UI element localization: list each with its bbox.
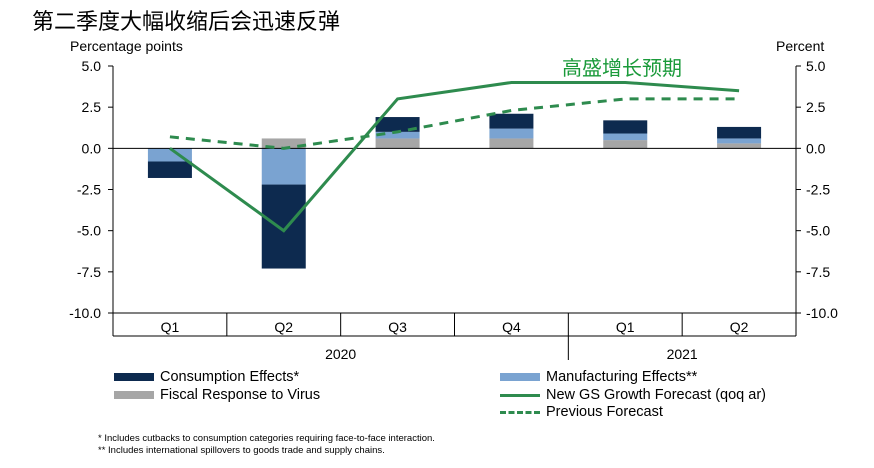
legend-fiscal: Fiscal Response to Virus — [114, 387, 320, 403]
category-label: Q3 — [388, 319, 407, 335]
category-label: Q1 — [616, 319, 635, 335]
left-tick-label: 2.5 — [82, 99, 102, 115]
legend-manufacturing-label: Manufacturing Effects** — [546, 369, 698, 385]
bar-segment — [489, 113, 534, 129]
bar-segment — [489, 138, 534, 149]
legend-manufacturing-swatch — [500, 373, 540, 381]
legend-consumption: Consumption Effects* — [114, 369, 299, 385]
bar-segment — [717, 138, 762, 144]
left-tick-label: -7.5 — [77, 264, 101, 280]
bar-segment — [603, 140, 648, 149]
legend-fiscal-swatch — [114, 391, 154, 399]
left-tick-label: -5.0 — [77, 223, 101, 239]
bar-segment — [489, 128, 534, 139]
right-tick-label: 0.0 — [806, 140, 826, 156]
bar-segment — [375, 117, 420, 132]
left-tick-label: -2.5 — [77, 182, 101, 198]
bar-segment — [375, 138, 420, 149]
footnote-consumption: * Includes cutbacks to consumption categ… — [98, 433, 435, 444]
year-label: 2021 — [667, 346, 698, 362]
left-axis-title: Percentage points — [70, 38, 183, 54]
new-forecast-line — [169, 80, 740, 233]
legend-manufacturing: Manufacturing Effects** — [500, 369, 697, 385]
legend-previous-forecast-swatch — [500, 410, 540, 414]
right-tick-label: -7.5 — [806, 264, 830, 280]
bar-segment — [147, 161, 192, 178]
legend-previous-forecast: Previous Forecast — [500, 404, 663, 420]
bar-segment — [261, 184, 306, 269]
bar-segment — [261, 148, 306, 185]
category-label: Q1 — [161, 319, 180, 335]
left-tick-label: 5.0 — [82, 58, 102, 74]
left-tick-label: -10.0 — [69, 305, 101, 321]
category-label: Q4 — [502, 319, 521, 335]
category-label: Q2 — [730, 319, 749, 335]
right-tick-label: -2.5 — [806, 182, 830, 198]
bar-segment — [717, 143, 762, 149]
legend-new-forecast-label: New GS Growth Forecast (qoq ar) — [546, 387, 766, 403]
bar-segment — [147, 148, 192, 162]
bar-segment — [603, 120, 648, 134]
right-tick-label: -5.0 — [806, 223, 830, 239]
legend-fiscal-label: Fiscal Response to Virus — [160, 387, 321, 403]
bar-segment — [717, 126, 762, 139]
legend-consumption-swatch — [114, 373, 154, 381]
year-label: 2020 — [325, 346, 356, 362]
forecast-annotation: 高盛增长预期 — [562, 56, 682, 80]
right-tick-label: 5.0 — [806, 58, 826, 74]
left-tick-label: 0.0 — [82, 140, 102, 156]
category-label: Q2 — [274, 319, 293, 335]
legend-new-forecast: New GS Growth Forecast (qoq ar) — [500, 387, 766, 403]
previous-forecast-line — [169, 97, 740, 150]
legend-consumption-label: Consumption Effects* — [160, 369, 300, 385]
legend-previous-forecast-label: Previous Forecast — [546, 404, 663, 420]
right-axis-title: Percent — [776, 38, 824, 54]
bar-segment — [375, 131, 420, 139]
bar-segment — [261, 138, 306, 149]
footnote-manufacturing: ** Includes international spillovers to … — [98, 445, 385, 456]
chart-headline: 第二季度大幅收缩后会迅速反弹 — [32, 10, 341, 35]
legend-new-forecast-swatch — [500, 393, 540, 397]
right-tick-label: -10.0 — [806, 305, 838, 321]
bar-segment — [603, 133, 648, 141]
right-tick-label: 2.5 — [806, 99, 826, 115]
